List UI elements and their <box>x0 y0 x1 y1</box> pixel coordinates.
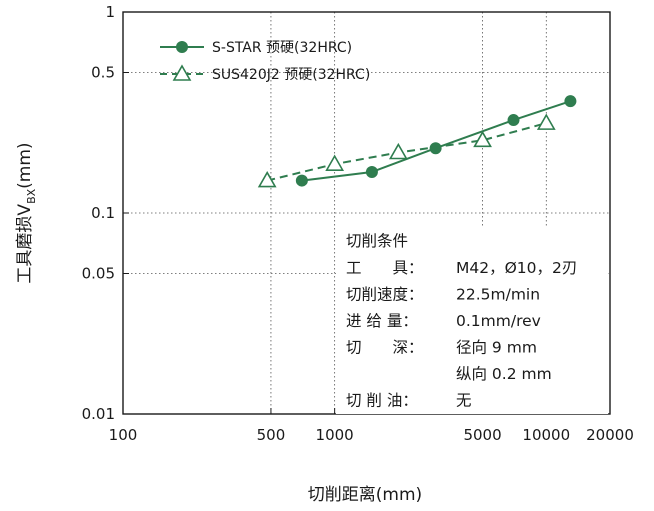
y-axis-title-unit: (mm) <box>15 142 35 188</box>
data-point-triangle <box>388 142 408 160</box>
data-point-triangle <box>536 113 556 130</box>
x-tick-label: 10000 <box>522 426 570 444</box>
y-tick-label: 0.01 <box>82 405 115 423</box>
y-tick-label: 0.5 <box>91 64 115 82</box>
legend-label-s-star: S-STAR 预硬(32HRC) <box>212 40 352 56</box>
legend-marker-s-star <box>176 41 188 53</box>
condition-label: 进 给 量： <box>346 312 418 330</box>
condition-label: 切 深： <box>346 339 424 357</box>
condition-value: 22.5m/min <box>456 286 540 304</box>
x-tick-label: 5000 <box>463 426 501 444</box>
series-line-1 <box>266 122 547 182</box>
data-series <box>257 95 577 188</box>
data-point-circle <box>429 142 442 155</box>
data-point-triangle <box>257 170 277 188</box>
data-point-triangle <box>325 154 345 171</box>
x-tick-label: 1000 <box>316 426 354 444</box>
x-tick-label: 500 <box>257 426 286 444</box>
y-axis-title: 工具磨损VBX(mm) <box>15 142 38 283</box>
condition-value: 纵向 0.2 mm <box>456 365 552 383</box>
y-tick-label: 0.1 <box>91 204 115 222</box>
x-tick-label: 20000 <box>586 426 634 444</box>
axis-ticks: 100 500 1000 5000 10000 20000 1 0.5 0.1 0.05 0.01 <box>82 3 634 444</box>
grid <box>123 12 610 414</box>
condition-value: 无 <box>456 392 472 410</box>
legend-marker-sus420j2 <box>172 64 192 81</box>
condition-label: 工 具： <box>346 259 424 277</box>
data-point-circle <box>365 165 378 178</box>
data-point-circle <box>295 174 308 187</box>
legend-label-sus420j2: SUS420J2 预硬(32HRC) <box>212 67 370 83</box>
conditions-title: 切削条件 <box>346 232 408 250</box>
condition-value: M42，Ø10，2刃 <box>456 259 577 277</box>
legend: S-STAR 预硬(32HRC) SUS420J2 预硬(32HRC) <box>160 40 370 83</box>
condition-value: 径向 9 mm <box>456 339 537 357</box>
conditions-background <box>336 226 608 414</box>
data-point-circle <box>507 114 520 127</box>
data-point-triangle <box>473 130 492 148</box>
x-axis-title: 切削距离(mm) <box>308 485 422 505</box>
condition-value: 0.1mm/rev <box>456 312 541 330</box>
data-point-circle <box>564 95 577 108</box>
y-axis-title-subscript: BX <box>25 188 38 204</box>
y-tick-label: 0.05 <box>82 265 115 283</box>
x-tick-label: 100 <box>109 426 138 444</box>
y-tick-label: 1 <box>105 3 115 21</box>
condition-label: 切削速度： <box>346 286 424 304</box>
y-axis-title-main: 工具磨损V <box>15 204 35 284</box>
condition-label: 切 削 油： <box>346 392 418 410</box>
